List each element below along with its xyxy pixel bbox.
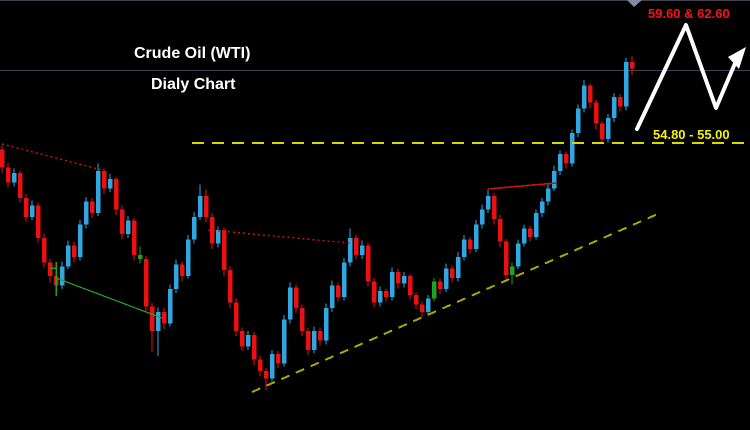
green-trend-annotations xyxy=(50,262,163,319)
yellow-trendline-group xyxy=(251,212,661,393)
red-trend-annotations xyxy=(1,143,557,244)
candles-layer xyxy=(0,56,635,391)
chart-title: Crude Oil (WTI) xyxy=(134,45,251,62)
chart-subtitle: Dialy Chart xyxy=(151,76,236,93)
period-separator-triangle xyxy=(627,0,642,7)
frame-lines xyxy=(0,0,750,71)
resistance-zone-label: 54.80 - 55.00 xyxy=(653,127,730,142)
projection-arrow xyxy=(635,23,746,131)
target-price-label: 59.60 & 62.60 xyxy=(648,6,730,21)
